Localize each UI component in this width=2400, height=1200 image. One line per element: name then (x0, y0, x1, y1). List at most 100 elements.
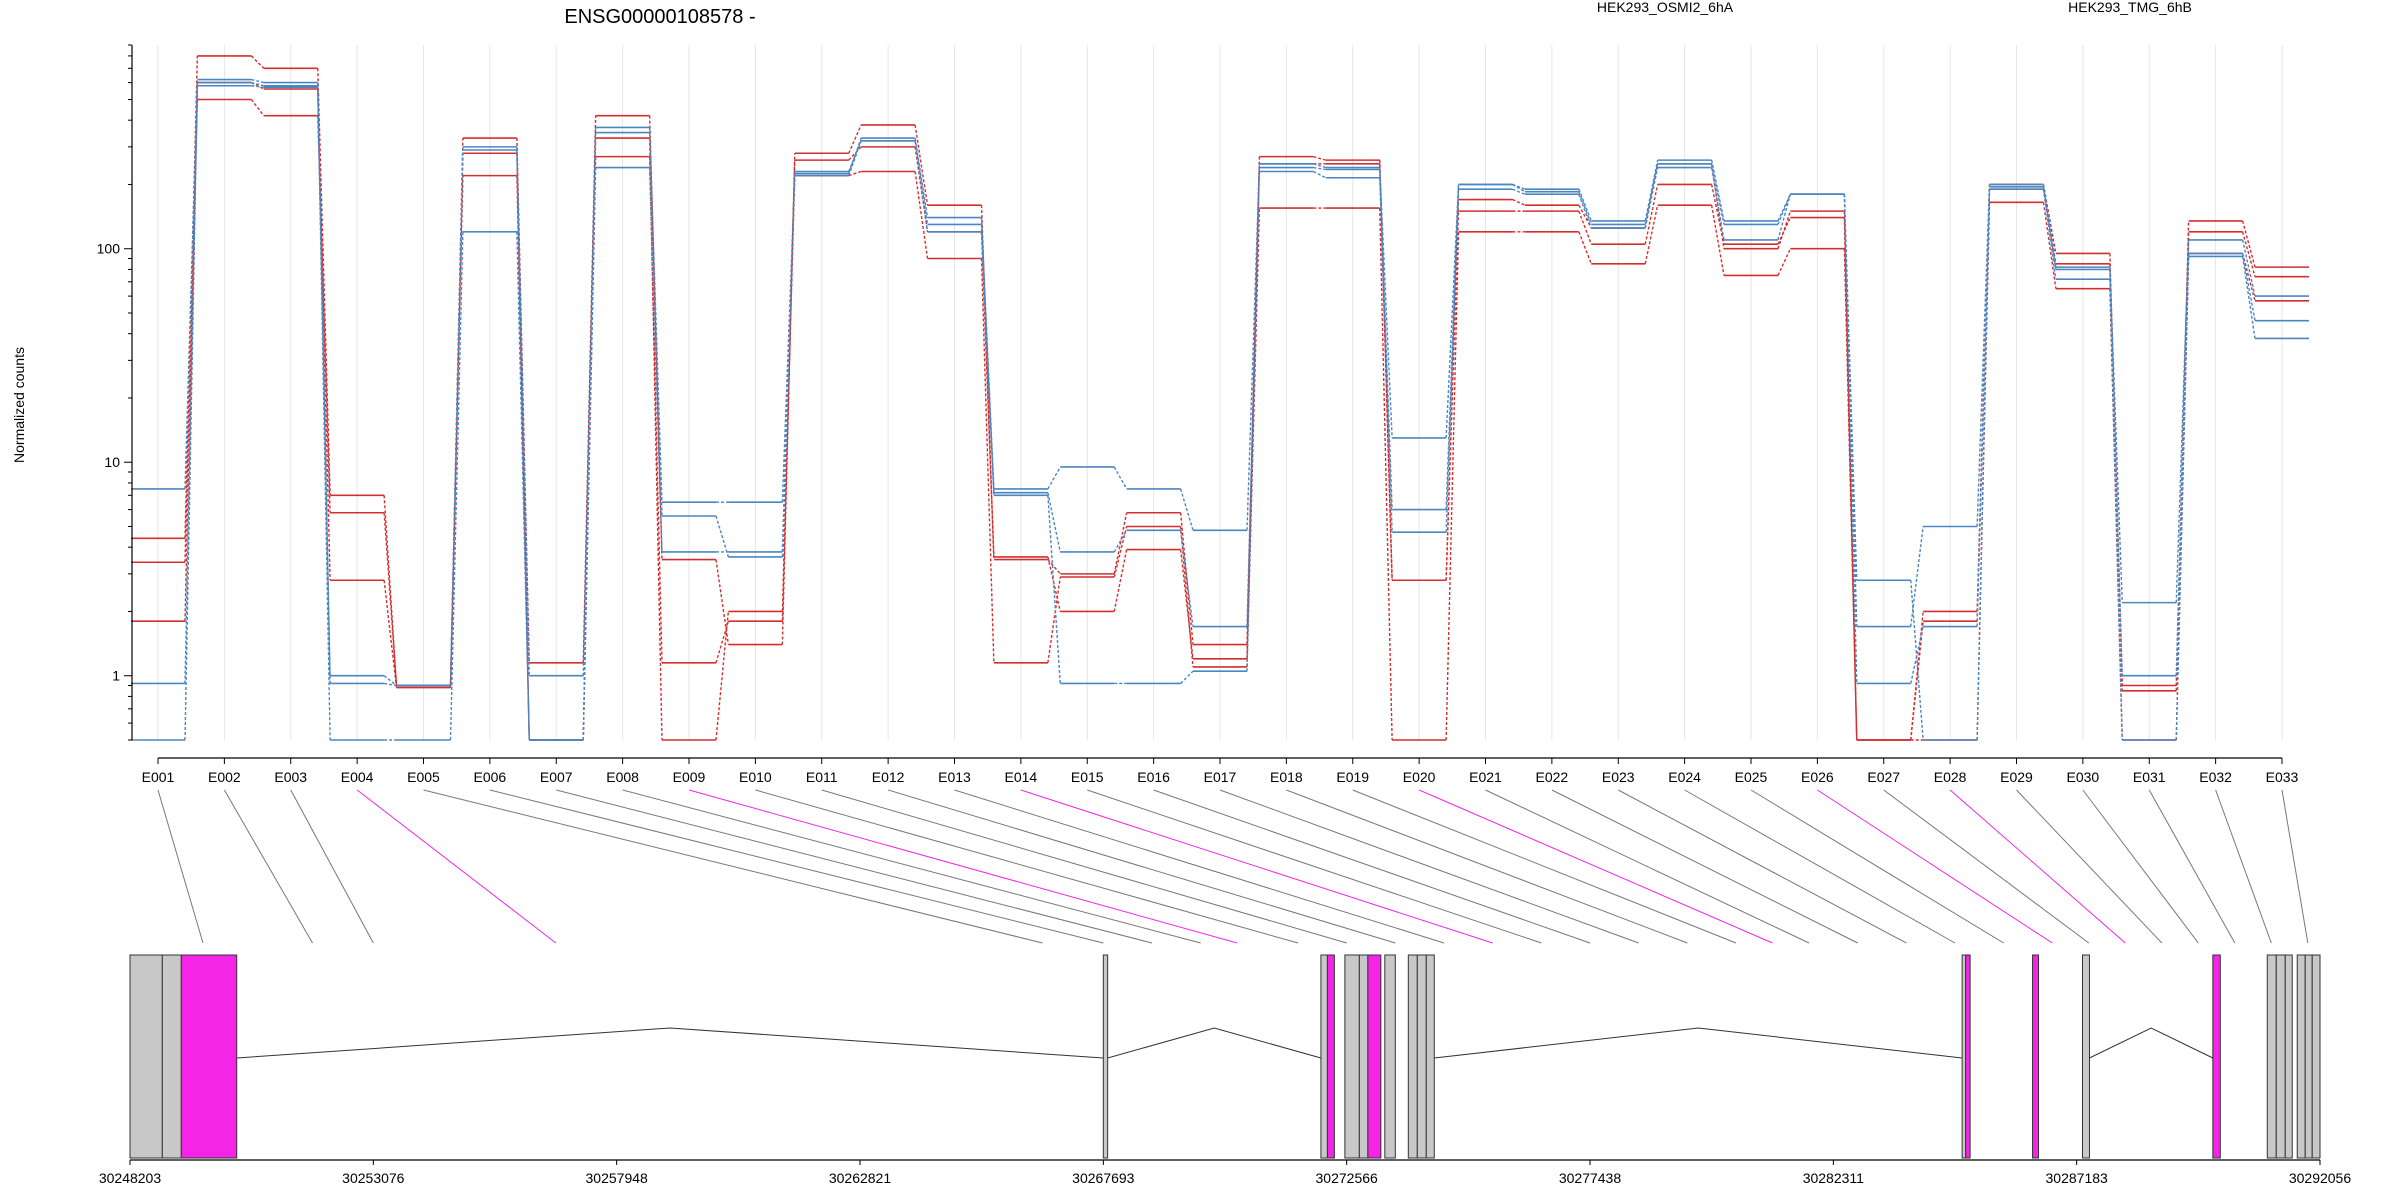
x-tick-label: E019 (1336, 769, 1369, 785)
series-connector (1710, 205, 1725, 276)
genomic-tick-label: 30267693 (1072, 1170, 1135, 1186)
connector-line (290, 789, 374, 944)
series-connector (848, 146, 862, 161)
x-tick-label: E002 (208, 769, 241, 785)
genomic-tick-label: 30277438 (1559, 1170, 1622, 1186)
x-tick-label: E026 (1801, 769, 1834, 785)
genomic-tick-label: 30262821 (829, 1170, 892, 1186)
connector-line (821, 789, 1347, 944)
exon-block (1407, 954, 1418, 1159)
series-connector (715, 621, 730, 663)
series-connector (648, 156, 663, 663)
genomic-tick-label: 30248203 (99, 1170, 162, 1186)
exon-block (1102, 954, 1109, 1159)
series-connector (251, 81, 264, 87)
series-connector (1976, 189, 1991, 741)
series-connector (1578, 210, 1592, 245)
connector-line (356, 789, 557, 944)
legend-entry-tmg: HEK293_TMG_6hB (2068, 0, 2192, 15)
connector-line (755, 789, 1299, 944)
connector-line (423, 789, 1043, 944)
intron-line (1434, 1027, 1963, 1059)
x-tick-label: E008 (606, 769, 639, 785)
series-connector (1578, 193, 1592, 229)
x-tick-label: E014 (1005, 769, 1038, 785)
series-connector (1644, 167, 1659, 229)
x-tick-label: E028 (1934, 769, 1967, 785)
series-connector (914, 137, 929, 218)
x-tick-label: E012 (872, 769, 905, 785)
connector-line (1087, 789, 1542, 944)
connector-line (887, 789, 1396, 944)
series-connector (1512, 183, 1526, 193)
series-connector (1313, 170, 1327, 179)
series-connector (1379, 167, 1393, 438)
series-connector (1379, 177, 1393, 533)
series-connector (449, 175, 464, 688)
series-connector (2241, 239, 2256, 297)
series-connector (1113, 549, 1128, 612)
x-tick-label: E017 (1204, 769, 1237, 785)
series-connector (1379, 163, 1393, 581)
series-connector (2175, 253, 2190, 676)
series-connector (914, 124, 929, 206)
exon-block (2266, 954, 2277, 1159)
x-tick-label: E023 (1602, 769, 1635, 785)
series-connector (384, 682, 397, 687)
series-connector (1047, 466, 1061, 490)
series-connector (449, 149, 464, 686)
series-connector (1710, 159, 1725, 222)
series-connector (1512, 188, 1526, 195)
connector-line (1485, 789, 1810, 944)
connector-line (1551, 789, 1858, 944)
series-connector (1246, 171, 1261, 672)
series-connector (1313, 163, 1326, 169)
x-tick-label: E025 (1735, 769, 1768, 785)
series-connector (848, 170, 862, 177)
series-connector (781, 175, 796, 552)
connector-line (1286, 789, 1688, 944)
series-connector (1379, 208, 1393, 741)
series-connector (1179, 488, 1194, 531)
series-connector (1445, 184, 1460, 438)
series-connector (2175, 253, 2190, 741)
series-connector (2241, 253, 2256, 302)
series-connector (1179, 526, 1194, 667)
x-tick-label: E013 (938, 769, 971, 785)
series-connector (1445, 211, 1460, 581)
x-tick-label: E006 (474, 769, 507, 785)
connector-line (1219, 789, 1639, 944)
exon-block (1320, 954, 1328, 1159)
series-connector (848, 140, 862, 176)
series-connector (1445, 189, 1460, 533)
series-connector (516, 149, 530, 741)
series-lines (131, 55, 2309, 741)
series-connector (2109, 267, 2123, 603)
series-connector (2042, 189, 2057, 280)
y-axis-label: Normalized counts (11, 347, 27, 463)
genomic-tick-label: 30257948 (586, 1170, 649, 1186)
series-connector (1843, 211, 1858, 741)
x-tick-label: E015 (1071, 769, 1104, 785)
connector-line (2082, 789, 2199, 944)
series-connector (980, 258, 995, 663)
series-connector (1777, 210, 1792, 249)
exon-block-highlighted (1965, 954, 1971, 1159)
series-connector (2042, 186, 2057, 270)
series-connector (516, 146, 530, 676)
x-tick-label: E022 (1536, 769, 1569, 785)
connector-line (2148, 789, 2236, 944)
series-connector (1644, 159, 1659, 222)
series-connector (1710, 184, 1725, 245)
series-connector (2042, 202, 2057, 289)
connector-line (1883, 789, 2090, 944)
exon-block (1344, 954, 1360, 1159)
y-tick-label: 100 (97, 241, 121, 257)
legend-entry-osmi2: HEK293_OSMI2_6hA (1597, 0, 1734, 15)
x-tick-label: E004 (341, 769, 374, 785)
gridlines (157, 45, 2283, 740)
exon-block (1358, 954, 1369, 1159)
series-connector (582, 115, 597, 663)
x-tick-label: E033 (2266, 769, 2299, 785)
connector-line (1352, 789, 1737, 944)
